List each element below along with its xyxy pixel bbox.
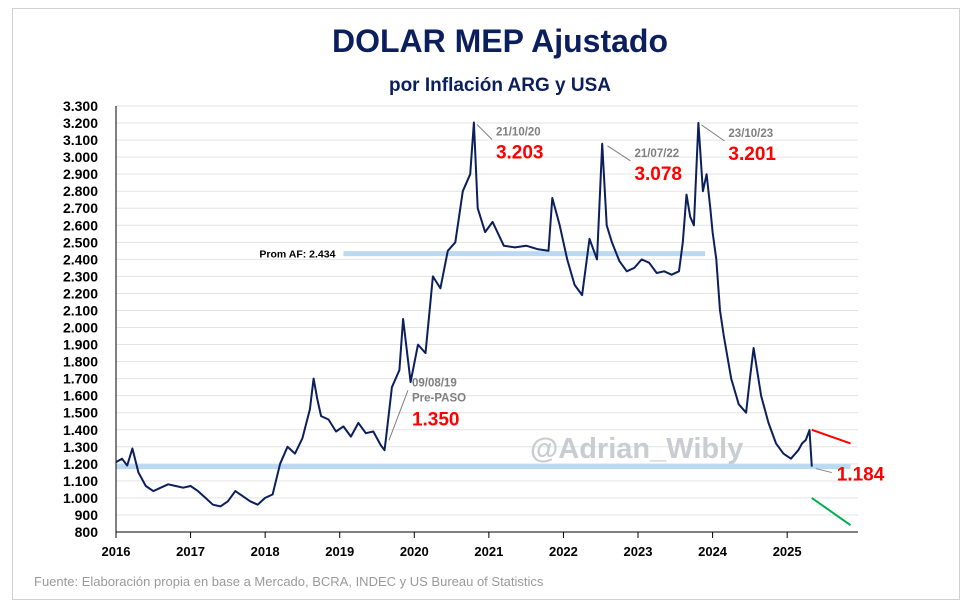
x-tick-label: 2017	[176, 544, 205, 559]
annotation-note: Pre-PASO	[412, 392, 466, 404]
x-tick-label: 2024	[698, 544, 728, 559]
x-tick-label: 2018	[251, 544, 280, 559]
trend-lines	[811, 428, 852, 527]
annotation-date: 09/08/19	[412, 377, 457, 389]
y-tick-label: 1.600	[63, 388, 98, 404]
x-tick-label: 2016	[102, 544, 131, 559]
annotation-leader	[476, 124, 493, 140]
y-tick-label: 2.500	[63, 234, 98, 250]
y-tick-label: 1.300	[63, 439, 98, 455]
series-line	[115, 121, 813, 508]
y-tick-label: 2.900	[63, 166, 98, 182]
y-axis: 8009001.0001.1001.2001.3001.4001.5001.60…	[63, 98, 117, 540]
annotation-value: 3.078	[634, 164, 682, 185]
y-tick-label: 900	[75, 507, 99, 523]
y-tick-label: 2.800	[63, 183, 98, 199]
y-tick-label: 3.300	[63, 98, 98, 114]
annotation-date: 23/10/23	[728, 128, 773, 140]
y-tick-label: 1.100	[63, 473, 98, 489]
y-tick-label: 2.600	[63, 217, 98, 233]
annotation-leader	[388, 390, 409, 441]
y-tick-label: 2.300	[63, 268, 98, 284]
annotation-leader	[607, 145, 631, 162]
x-tick-label: 2022	[549, 544, 578, 559]
y-tick-label: 2.400	[63, 251, 98, 267]
y-tick-label: 2.000	[63, 320, 98, 336]
annotation-date: 21/07/22	[634, 148, 679, 160]
y-tick-label: 800	[75, 524, 99, 540]
grid	[116, 105, 858, 533]
trend-line	[811, 497, 852, 527]
y-tick-label: 3.000	[63, 149, 98, 165]
annotation-date: 21/10/20	[496, 127, 541, 139]
y-tick-label: 2.200	[63, 285, 98, 301]
y-tick-label: 3.100	[63, 132, 98, 148]
chart-title: DOLAR MEP Ajustado	[332, 23, 668, 59]
x-tick-label: 2023	[624, 544, 653, 559]
y-tick-label: 3.200	[63, 115, 98, 131]
annotation-value: 1.350	[412, 409, 460, 430]
y-tick-label: 1.500	[63, 405, 98, 421]
chart-subtitle: por Inflación ARG y USA	[389, 75, 611, 96]
y-tick-label: 1.000	[63, 490, 98, 506]
y-tick-label: 1.700	[63, 371, 98, 387]
x-axis: 2016 2017 2018 2019 2020 2021 2022 2023 2024 2025	[102, 531, 858, 559]
annotations: 21/10/20 3.203 21/07/22 3.078 23/10/23 3.201 0…	[388, 124, 885, 486]
y-tick-label: 1.400	[63, 422, 98, 438]
annotation-value: 3.203	[496, 143, 544, 164]
series	[115, 121, 813, 508]
annotation-leader	[815, 468, 832, 474]
watermark: @Adrian_Wibly	[530, 433, 743, 465]
y-tick-label: 2.100	[63, 302, 98, 318]
y-tick-label: 1.800	[63, 354, 98, 370]
y-tick-label: 2.700	[63, 200, 98, 216]
source-note: Fuente: Elaboración propia en base a Mer…	[34, 574, 544, 589]
x-tick-label: 2019	[325, 544, 354, 559]
x-tick-label: 2021	[474, 544, 503, 559]
x-tick-label: 2020	[400, 544, 429, 559]
y-tick-label: 1.200	[63, 456, 98, 472]
reference-lines: Prom AF: 2.434	[116, 249, 851, 470]
annotation-value: 3.201	[728, 144, 776, 165]
y-tick-label: 1.900	[63, 337, 98, 353]
x-tick-label: 2025	[773, 544, 802, 559]
trend-line	[811, 428, 851, 445]
reference-line-label: Prom AF: 2.434	[259, 249, 335, 261]
annotation-leader	[701, 124, 725, 142]
chart-frame	[12, 8, 960, 600]
annotation-value: 1.184	[837, 465, 885, 486]
